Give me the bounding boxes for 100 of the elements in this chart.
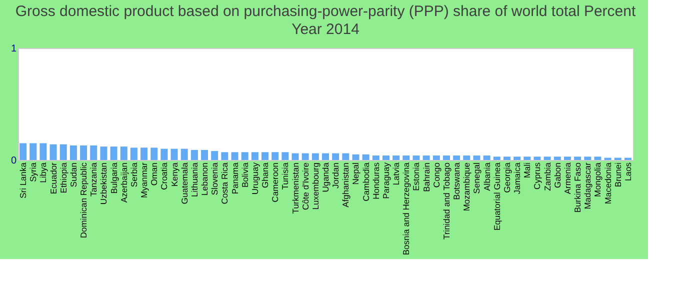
- bar: [453, 156, 460, 160]
- x-tick-label: Panama: [230, 162, 240, 194]
- bar: [120, 146, 128, 160]
- x-tick-label: Brunei: [612, 162, 623, 188]
- bar: [292, 153, 299, 160]
- x-tick-label: Slovenia: [210, 162, 220, 196]
- x-tick-label: Oman: [149, 162, 160, 186]
- x-tick-label: Paraguay: [380, 162, 391, 199]
- bar: [150, 148, 158, 160]
- bar: [90, 145, 98, 160]
- bar: [190, 150, 198, 160]
- x-tick-label: Estonia: [411, 162, 422, 191]
- x-tick-label: Luxembourg: [310, 162, 320, 210]
- x-tick-label: Azerbaijan: [118, 162, 129, 203]
- bar: [352, 154, 360, 160]
- x-tick-label: Mali: [522, 162, 532, 178]
- x-tick-label: Zambia: [542, 162, 552, 191]
- x-tick-label: Cambodia: [360, 162, 371, 202]
- chart-title: Gross domestic product based on purchasing-power-parity (PPP) share of world total Percent: [15, 3, 636, 20]
- y-tick-label: 1: [10, 44, 17, 54]
- bar: [332, 153, 340, 160]
- x-tick-label: Botswana: [452, 162, 462, 200]
- x-tick-label: Dominican Republic: [78, 162, 89, 238]
- x-tick-label: Uganda: [320, 162, 330, 192]
- x-tick-label: Ghana: [260, 162, 270, 188]
- x-tick-label: Sudan: [68, 162, 78, 188]
- x-tick-label: Libya: [38, 162, 48, 183]
- x-tick-label: Guatemala: [179, 162, 190, 204]
- x-tick-label: Mozambique: [462, 162, 472, 212]
- x-tick-label: Trinidad and Tobago: [441, 162, 452, 240]
- bar: [342, 153, 350, 160]
- bar: [564, 156, 571, 160]
- bar: [20, 143, 27, 160]
- bar: [60, 144, 67, 160]
- x-tick-label: Uzbekistan: [98, 162, 109, 205]
- bar: [493, 156, 500, 160]
- x-tick-label: Afghanistan: [340, 162, 351, 208]
- bar: [534, 156, 541, 160]
- bar: [503, 156, 510, 160]
- bar: [483, 156, 490, 160]
- x-tick-label: Congo: [431, 162, 442, 188]
- bar: [322, 153, 329, 160]
- x-tick-label: Turkmenistan: [290, 162, 300, 214]
- x-tick-label: Burkina Faso: [572, 162, 583, 213]
- x-tick-label: Bosnia and Herzegovina: [401, 162, 412, 256]
- x-tick-label: Serbia: [128, 162, 139, 188]
- x-tick-label: Albania: [482, 162, 492, 191]
- bar: [302, 153, 309, 160]
- bar: [130, 148, 138, 160]
- x-tick-label: Kenya: [169, 162, 180, 187]
- x-tick-label: Honduras: [370, 162, 381, 200]
- bar: [140, 148, 148, 160]
- bar: [262, 152, 269, 160]
- x-tick-label: Georgia: [502, 162, 512, 193]
- bar: [211, 151, 218, 160]
- bar: [574, 156, 582, 160]
- x-tick-label: Armenia: [562, 162, 572, 194]
- x-tick-label: Bulgaria: [108, 162, 119, 194]
- x-tick-label: Nepal: [350, 162, 361, 185]
- bar: [524, 156, 531, 160]
- x-tick-label: Costa Rica: [220, 162, 230, 204]
- x-tick-label: Latvia: [391, 162, 402, 186]
- bar: [392, 156, 400, 160]
- x-tick-label: Myanmar: [139, 162, 150, 198]
- bar: [584, 156, 592, 160]
- bar: [231, 152, 238, 160]
- x-tick-label: Lithuania: [189, 162, 200, 198]
- bar: [554, 156, 561, 160]
- x-tick-label: Ethiopia: [58, 162, 68, 194]
- x-tick-label: Côte d'Ivoire: [300, 162, 310, 210]
- bar: [272, 152, 279, 160]
- x-tick-label: Uruguay: [250, 162, 260, 195]
- bar: [50, 144, 57, 160]
- bar: [544, 156, 551, 160]
- bar: [70, 145, 77, 160]
- x-tick-label: Senegal: [472, 162, 482, 194]
- bar: [221, 152, 228, 160]
- x-tick-label: Croatia: [159, 162, 170, 190]
- bar: [422, 156, 430, 160]
- x-tick-label: Ecuador: [48, 162, 58, 194]
- bar: [362, 154, 370, 160]
- bar: [30, 143, 37, 160]
- bar: [594, 156, 602, 160]
- x-tick-label: Sri Lanka: [18, 162, 28, 198]
- x-tick-label: Bolivia: [240, 162, 250, 188]
- x-tick-label: Jordan: [330, 162, 341, 188]
- bar: [241, 152, 248, 160]
- bar: [432, 156, 440, 160]
- bar: [473, 156, 480, 160]
- bar: [514, 156, 521, 160]
- x-tick-label: Tanzania: [88, 162, 99, 197]
- x-tick-label: Lebanon: [200, 162, 210, 196]
- bar: [170, 148, 178, 160]
- bar: [110, 146, 118, 160]
- x-tick-label: Mongolia: [592, 162, 603, 197]
- x-tick-label: Macedonia: [602, 162, 613, 204]
- bar: [382, 156, 390, 160]
- bar: [180, 148, 188, 160]
- bar: [312, 153, 319, 160]
- x-tick-label: Cyprus: [532, 162, 542, 190]
